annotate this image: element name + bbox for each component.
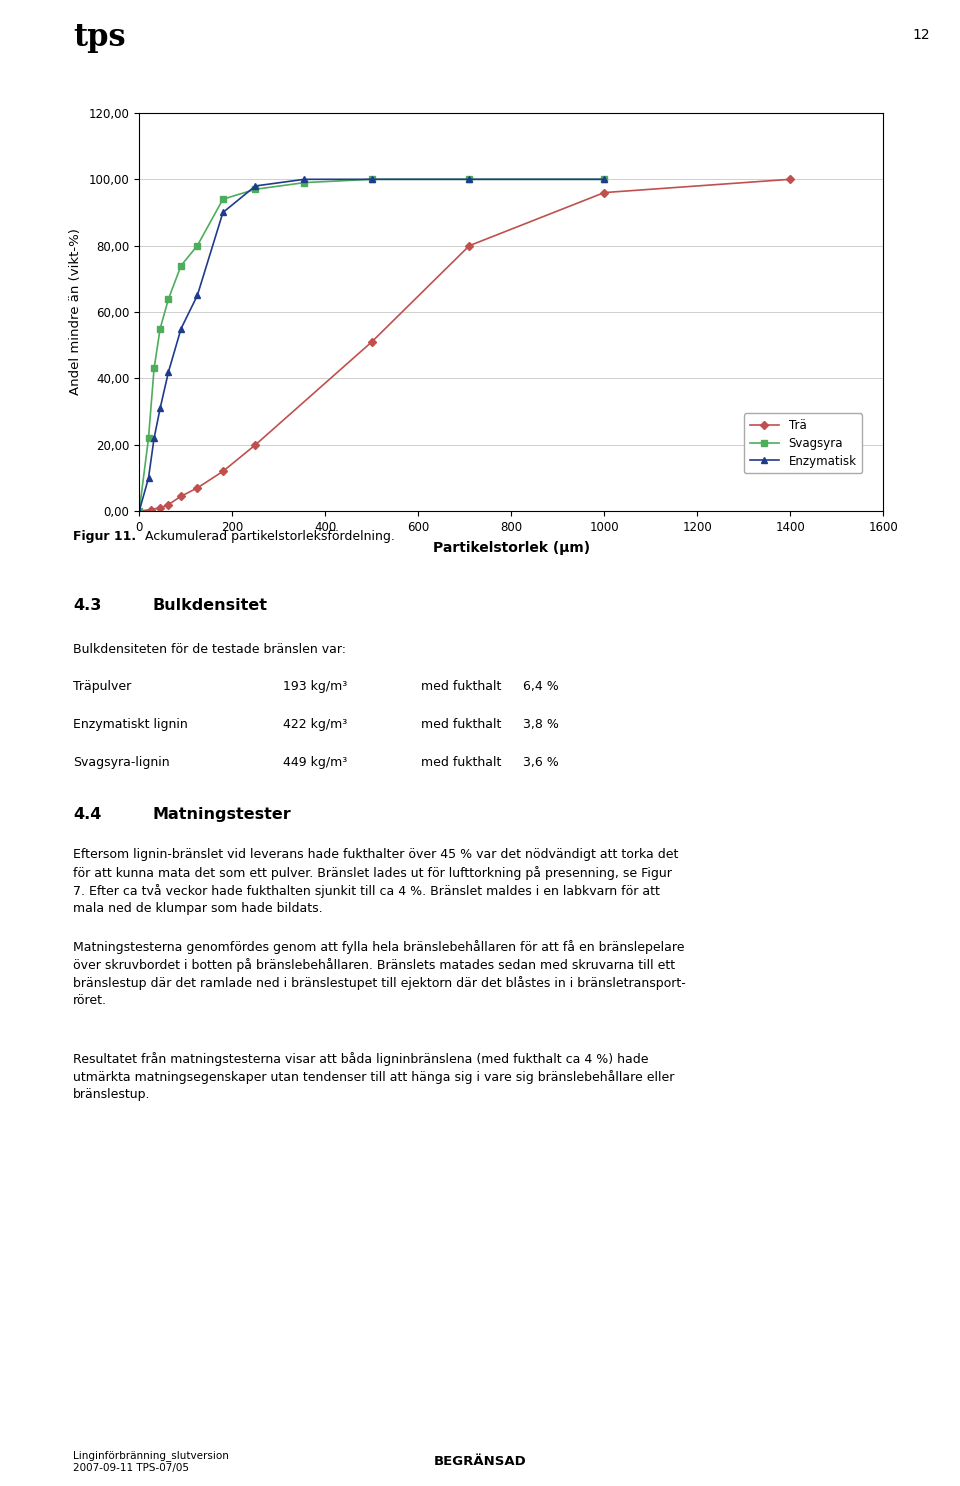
Trä	[217, 462, 228, 480]
Text: tps: tps	[73, 22, 126, 53]
Text: utmärkta matningsegenskaper utan tendenser till att hänga sig i vare sig bränsle: utmärkta matningsegenskaper utan tendens…	[73, 1070, 674, 1083]
Svagsyra	[366, 171, 377, 189]
Text: bränslestup där det ramlade ned i bränslestupet till ejektorn där det blåstes in: bränslestup där det ramlade ned i bränsl…	[73, 976, 685, 990]
Enzymatisk	[133, 502, 145, 520]
Svagsyra	[250, 180, 261, 198]
Trä	[784, 171, 796, 189]
Text: 422 kg/m³: 422 kg/m³	[283, 718, 348, 731]
Text: Bulkdensitet: Bulkdensitet	[153, 597, 268, 614]
Text: 4.3: 4.3	[73, 597, 102, 614]
Text: bränslestup.: bränslestup.	[73, 1088, 151, 1101]
X-axis label: Partikelstorlek (μm): Partikelstorlek (μm)	[433, 541, 589, 554]
Trä	[163, 496, 175, 514]
Svagsyra	[217, 190, 228, 208]
Enzymatisk	[217, 204, 228, 221]
Text: Enzymatiskt lignin: Enzymatiskt lignin	[73, 718, 188, 731]
Svagsyra	[299, 174, 310, 192]
Text: BEGRÄNSAD: BEGRÄNSAD	[434, 1455, 526, 1468]
Enzymatisk	[192, 287, 204, 305]
Enzymatisk	[163, 363, 175, 380]
Enzymatisk	[250, 177, 261, 195]
Text: 449 kg/m³: 449 kg/m³	[283, 756, 348, 768]
Text: 193 kg/m³: 193 kg/m³	[283, 681, 348, 692]
Svagsyra	[192, 236, 204, 254]
Trä	[133, 502, 145, 520]
Enzymatisk	[464, 171, 475, 189]
Text: 7. Efter ca två veckor hade fukthalten sjunkit till ca 4 %. Bränslet maldes i en: 7. Efter ca två veckor hade fukthalten s…	[73, 884, 660, 898]
Line: Svagsyra: Svagsyra	[136, 177, 608, 514]
Svagsyra	[155, 319, 166, 337]
Svagsyra	[163, 290, 175, 308]
Svagsyra	[176, 257, 187, 275]
Text: 2007-09-11 TPS-07/05: 2007-09-11 TPS-07/05	[73, 1464, 189, 1473]
Text: för att kunna mata det som ett pulver. Bränslet lades ut för lufttorkning på pre: för att kunna mata det som ett pulver. B…	[73, 866, 672, 880]
Legend: Trä, Svagsyra, Enzymatisk: Trä, Svagsyra, Enzymatisk	[744, 413, 862, 474]
Enzymatisk	[143, 470, 155, 487]
Enzymatisk	[598, 171, 610, 189]
Trä	[464, 236, 475, 254]
Trä	[145, 501, 156, 519]
Trä	[155, 499, 166, 517]
Text: Resultatet från matningstesterna visar att båda ligninbränslena (med fukthalt ca: Resultatet från matningstesterna visar a…	[73, 1052, 649, 1065]
Text: med fukthalt: med fukthalt	[421, 681, 501, 692]
Text: Figur 11.: Figur 11.	[73, 531, 136, 542]
Text: med fukthalt: med fukthalt	[421, 756, 501, 768]
Enzymatisk	[148, 429, 159, 447]
Text: Svagsyra-lignin: Svagsyra-lignin	[73, 756, 170, 768]
Trä	[192, 478, 204, 496]
Line: Enzymatisk: Enzymatisk	[136, 177, 608, 514]
Svagsyra	[143, 429, 155, 447]
Text: 4.4: 4.4	[73, 807, 102, 822]
Trä	[176, 487, 187, 505]
Text: 12: 12	[912, 28, 929, 42]
Text: 6,4 %: 6,4 %	[523, 681, 559, 692]
Text: Träpulver: Träpulver	[73, 681, 132, 692]
Text: Bulkdensiteten för de testade bränslen var:: Bulkdensiteten för de testade bränslen v…	[73, 643, 346, 655]
Trä	[250, 435, 261, 453]
Text: Matningstester: Matningstester	[153, 807, 292, 822]
Text: med fukthalt: med fukthalt	[421, 718, 501, 731]
Svagsyra	[464, 171, 475, 189]
Text: 3,6 %: 3,6 %	[523, 756, 559, 768]
Enzymatisk	[155, 400, 166, 418]
Enzymatisk	[366, 171, 377, 189]
Text: Ackumulerad partikelstorleksfördelning.: Ackumulerad partikelstorleksfördelning.	[145, 531, 395, 542]
Text: röret.: röret.	[73, 994, 107, 1008]
Text: Linginförbränning_slutversion: Linginförbränning_slutversion	[73, 1450, 228, 1461]
Enzymatisk	[299, 171, 310, 189]
Text: Eftersom lignin-bränslet vid leverans hade fukthalter över 45 % var det nödvändi: Eftersom lignin-bränslet vid leverans ha…	[73, 849, 679, 860]
Y-axis label: Andel mindre än (vikt-%): Andel mindre än (vikt-%)	[69, 229, 82, 395]
Text: över skruvbordet i botten på bränslebehållaren. Bränslets matades sedan med skru: över skruvbordet i botten på bränslebehå…	[73, 958, 675, 972]
Trä	[598, 184, 610, 202]
Svagsyra	[598, 171, 610, 189]
Svagsyra	[133, 502, 145, 520]
Svagsyra	[148, 360, 159, 377]
Line: Trä: Trä	[136, 177, 793, 514]
Text: 3,8 %: 3,8 %	[523, 718, 559, 731]
Text: Matningstesterna genomfördes genom att fylla hela bränslebehållaren för att få e: Matningstesterna genomfördes genom att f…	[73, 941, 684, 954]
Enzymatisk	[176, 319, 187, 337]
Text: mala ned de klumpar som hade bildats.: mala ned de klumpar som hade bildats.	[73, 902, 323, 915]
Trä	[366, 333, 377, 351]
